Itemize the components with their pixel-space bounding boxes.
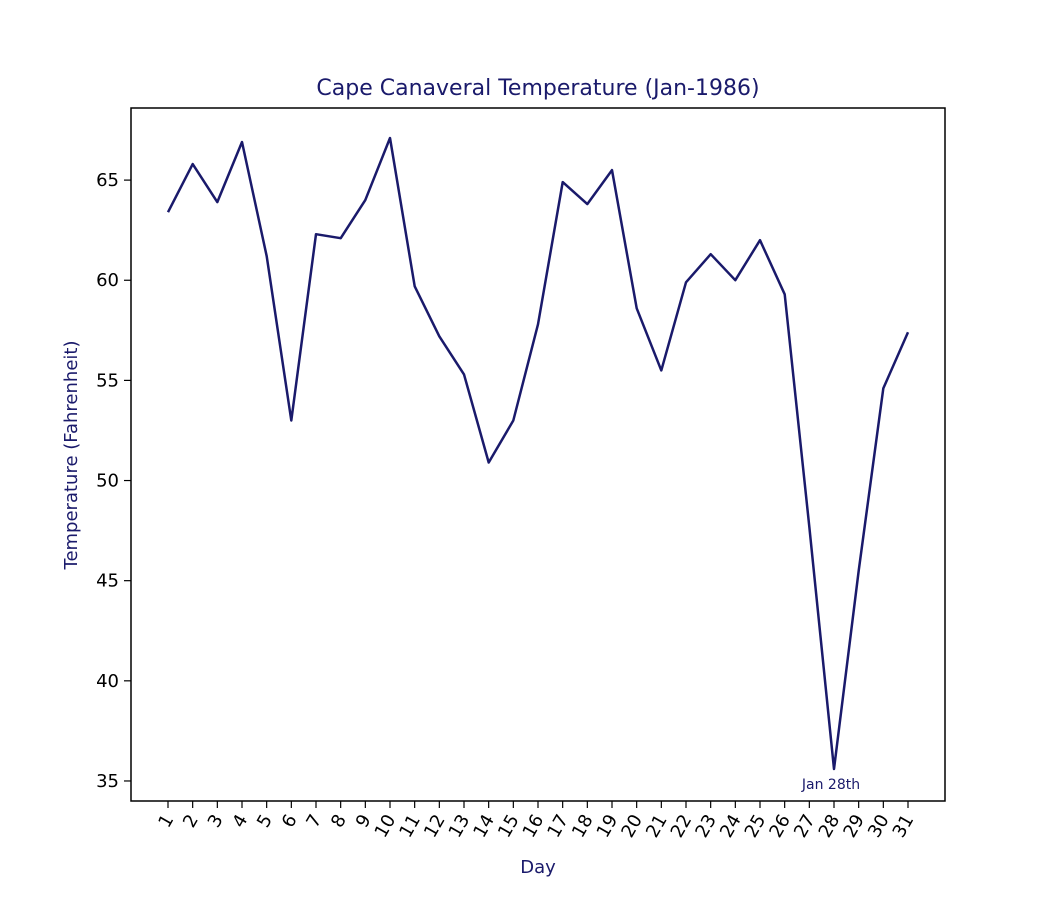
x-tick-label: 17 [543,811,573,841]
x-tick-label: 7 [302,811,326,831]
x-tick-label: 12 [420,811,450,841]
x-axis-ticks: 1 2 3 4 5 6 7 8 91011121314151617181920212223242… [154,801,918,841]
y-tick-label: 65 [96,170,119,191]
x-tick-label: 26 [765,811,795,841]
x-tick-label: 15 [494,811,524,841]
x-tick-label: 6 [278,811,302,831]
plot-area-frame [130,107,946,802]
x-tick-label: 20 [617,811,647,841]
x-tick-label: 1 [154,811,178,831]
x-tick-label: 24 [716,811,746,841]
y-tick-label: 40 [96,671,119,692]
y-axis-label: Temperature (Fahrenheit) [61,341,82,571]
x-tick-label: 18 [568,811,598,841]
x-tick-label: 30 [864,811,894,841]
y-tick-label: 35 [96,771,119,792]
x-tick-label: 2 [179,811,203,831]
x-tick-label: 23 [691,811,721,841]
y-tick-label: 50 [96,471,119,492]
x-tick-label: 14 [469,811,499,841]
x-tick-label: 16 [519,811,549,841]
x-tick-label: 11 [395,811,425,841]
x-tick-label: 28 [815,811,845,841]
x-tick-label: 22 [667,811,697,841]
annotation-label: Jan 28th [801,777,860,793]
y-axis-ticks: 35 40 45 50 55 60 65 [96,170,131,792]
x-tick-label: 4 [228,811,252,831]
x-tick-label: 10 [371,811,401,841]
x-tick-label: 29 [839,811,869,841]
x-tick-label: 31 [889,811,919,841]
x-tick-label: 3 [204,811,228,831]
x-tick-label: 27 [790,811,820,841]
x-tick-label: 21 [642,811,672,841]
y-tick-label: 60 [96,270,119,291]
x-tick-label: 8 [327,811,351,831]
y-tick-label: 55 [96,370,119,391]
x-tick-label: 13 [445,811,475,841]
chart-title: Cape Canaveral Temperature (Jan-1986) [316,76,759,101]
y-tick-label: 45 [96,571,119,592]
x-axis-label: Day [520,857,556,878]
annotations: Jan 28th [801,777,860,793]
x-tick-label: 19 [593,811,623,841]
temperature-line [166,136,910,771]
x-tick-label: 5 [253,811,277,831]
x-tick-label: 25 [741,811,771,841]
